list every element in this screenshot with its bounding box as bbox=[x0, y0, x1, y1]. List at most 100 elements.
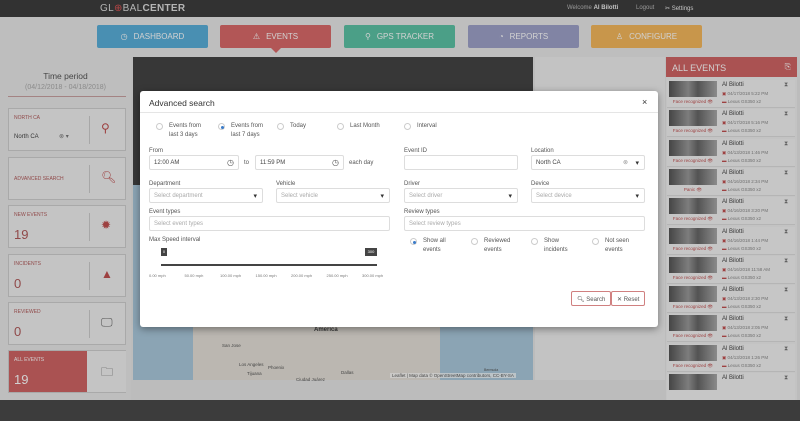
event-status: Face recognized 👁︎ bbox=[672, 99, 714, 104]
location-select[interactable]: North CA bbox=[14, 134, 39, 140]
event-types-label: Event types bbox=[149, 209, 181, 215]
map-label: Ciudad Juárez bbox=[296, 377, 326, 382]
download-icon[interactable]: ⧗ bbox=[784, 228, 789, 235]
period-radio[interactable]: Last Month bbox=[337, 122, 380, 131]
nav-gps-tracker[interactable]: ⚲ GPS TRACKER bbox=[344, 25, 455, 48]
event-thumbnail[interactable] bbox=[669, 110, 717, 127]
period-radio[interactable]: Events from last 7 days bbox=[218, 122, 263, 140]
eye-icon: 👁︎ bbox=[707, 216, 714, 222]
settings-link[interactable]: ✂ Settings bbox=[665, 6, 694, 12]
event-list-item[interactable]: Face recognized 👁︎ Al Bilotti ▣ 04/16/20… bbox=[667, 255, 795, 284]
review-filter-radio[interactable]: Show incidents bbox=[531, 237, 568, 255]
nav-label: CONFIGURE bbox=[629, 32, 678, 41]
clock-icon[interactable]: ◷ bbox=[332, 158, 339, 167]
car-icon: ▬ bbox=[722, 304, 727, 310]
speed-max-handle[interactable]: 300 bbox=[365, 248, 377, 256]
nav-configure[interactable]: ♙ CONFIGURE bbox=[591, 25, 702, 48]
eye-icon: 👁︎ bbox=[707, 128, 714, 134]
close-button[interactable]: × bbox=[642, 97, 648, 107]
to-label: to bbox=[244, 160, 250, 166]
event-list-item[interactable]: Face recognized 👁︎ Al Bilotti ▣ 04/13/20… bbox=[667, 138, 795, 167]
incidents-card[interactable]: INCIDENTS 0 ▲ bbox=[8, 254, 126, 297]
clock-icon[interactable]: ◷ bbox=[227, 158, 234, 167]
speed-slider-track[interactable] bbox=[161, 264, 377, 266]
search-button[interactable]: 🔍︎ Search bbox=[571, 291, 612, 306]
advanced-search-card[interactable]: ADVANCED SEARCH 🔍︎ bbox=[8, 157, 126, 200]
car-icon: ▬ bbox=[722, 128, 727, 134]
nav-events[interactable]: ⚠ EVENTS bbox=[220, 25, 331, 53]
search-icon[interactable]: 🔍︎ bbox=[101, 170, 117, 184]
footer-bar bbox=[0, 400, 800, 421]
all-events-card[interactable]: ALL EVENTS 19 🗀︎ bbox=[8, 350, 126, 393]
review-filter-radio[interactable]: Not seen events bbox=[592, 237, 629, 255]
event-thumbnail[interactable] bbox=[669, 139, 717, 156]
event-vehicle: ▬ Lexus GS350 x2 bbox=[722, 245, 762, 251]
reset-button[interactable]: ✕ Reset bbox=[611, 291, 646, 306]
department-select[interactable]: Select department bbox=[149, 188, 263, 203]
download-icon[interactable]: ⧗ bbox=[784, 111, 789, 118]
period-radio[interactable]: Events from last 3 days bbox=[156, 122, 201, 140]
event-list-item[interactable]: Face recognized 👁︎ Al Bilotti ▣ 04/16/20… bbox=[667, 226, 795, 255]
event-list-item[interactable]: Panic 👁︎ Al Bilotti ▣ 04/16/2018 2:34 PM… bbox=[667, 167, 795, 196]
event-thumbnail[interactable] bbox=[669, 227, 717, 244]
period-radio[interactable]: Interval bbox=[404, 122, 437, 131]
download-icon[interactable]: ⧗ bbox=[784, 316, 789, 323]
speed-tick-label: 250.00 mph bbox=[326, 273, 348, 278]
export-icon[interactable]: ⎘ bbox=[784, 62, 791, 71]
event-list-item[interactable]: Face recognized 👁︎ Al Bilotti ▣ 04/16/20… bbox=[667, 197, 795, 226]
event-list-item[interactable]: Face recognized 👁︎ Al Bilotti ▣ 04/13/20… bbox=[667, 314, 795, 343]
speed-tick-label: 150.00 mph bbox=[255, 273, 277, 278]
event-id-input[interactable] bbox=[404, 155, 518, 170]
new-events-card[interactable]: NEW EVENTS 19 ✹ bbox=[8, 205, 126, 248]
driver-select[interactable]: Select driver bbox=[404, 188, 518, 203]
to-time-input[interactable]: 11:59 PM ◷ bbox=[255, 155, 344, 170]
map-pin-icon[interactable]: ⚲ bbox=[101, 121, 110, 135]
event-types-input[interactable]: Select event types bbox=[149, 216, 390, 231]
advanced-search-modal: Advanced search × Events from last 3 days… bbox=[140, 91, 658, 327]
event-thumbnail[interactable] bbox=[669, 286, 717, 303]
nav-label: DASHBOARD bbox=[133, 32, 185, 41]
clear-icon[interactable]: ⊗ bbox=[622, 160, 628, 166]
review-filter-radio[interactable]: Reviewed events bbox=[471, 237, 510, 255]
vehicle-select[interactable]: Select vehicle bbox=[276, 188, 390, 203]
logout-link[interactable]: Logout bbox=[636, 5, 655, 11]
review-filter-radio[interactable]: Show all events bbox=[410, 237, 446, 255]
reviewed-card[interactable]: REVIEWED 0 🖵︎ bbox=[8, 302, 126, 345]
location-filter-card[interactable]: NORTH CA North CA ⊗ ▾ ⚲ bbox=[8, 108, 126, 151]
download-icon[interactable]: ⧗ bbox=[784, 82, 789, 88]
event-status: Face recognized 👁︎ bbox=[672, 274, 714, 280]
event-list-item[interactable]: Face recognized 👁︎ Al Bilotti ▣ 04/13/20… bbox=[667, 285, 795, 314]
download-icon[interactable]: ⧗ bbox=[784, 169, 789, 176]
clear-icon[interactable]: ⊗ ▾ bbox=[59, 134, 69, 140]
event-thumbnail[interactable] bbox=[669, 256, 717, 273]
close-icon: ✕ bbox=[617, 297, 623, 303]
event-thumbnail[interactable] bbox=[669, 315, 717, 332]
from-time-input[interactable]: 12:00 AM ◷ bbox=[149, 155, 239, 170]
download-icon[interactable]: ⧗ bbox=[784, 140, 789, 147]
event-list-item[interactable]: Face recognized 👁︎ Al Bilotti ▣ 04/13/20… bbox=[667, 343, 795, 372]
event-thumbnail[interactable] bbox=[669, 198, 717, 215]
event-thumbnail[interactable] bbox=[669, 168, 717, 185]
period-radio[interactable]: Today bbox=[277, 122, 306, 131]
download-icon[interactable]: ⧗ bbox=[784, 199, 789, 206]
event-thumbnail[interactable] bbox=[669, 81, 717, 97]
event-thumbnail[interactable] bbox=[669, 374, 717, 390]
event-list-item[interactable]: Face recognized 👁︎ Al Bilotti ▣ 04/17/20… bbox=[667, 80, 795, 108]
location-select[interactable]: North CA ⊗ bbox=[531, 155, 645, 170]
speed-tick-label: 100.00 mph bbox=[220, 273, 242, 278]
speed-min-handle[interactable]: 0 bbox=[161, 248, 167, 256]
nav-reports[interactable]: ◔ REPORTS bbox=[468, 25, 579, 48]
car-icon: ▬ bbox=[722, 333, 727, 339]
event-date: ▣ 04/13/2018 1:26 PM bbox=[722, 354, 769, 360]
nav-dashboard[interactable]: ◷ DASHBOARD bbox=[97, 25, 208, 48]
download-icon[interactable]: ⧗ bbox=[784, 257, 789, 264]
device-select[interactable]: Select device bbox=[531, 188, 645, 203]
event-vehicle: ▬ Lexus GS350 x2 bbox=[722, 304, 762, 310]
review-types-input[interactable]: Select review types bbox=[404, 216, 645, 231]
event-thumbnail[interactable] bbox=[669, 344, 717, 361]
download-icon[interactable]: ⧗ bbox=[784, 287, 789, 294]
download-icon[interactable]: ⧗ bbox=[784, 375, 789, 381]
download-icon[interactable]: ⧗ bbox=[784, 345, 789, 352]
map-attribution[interactable]: Leaflet | Map data © OpenStreetMap contr… bbox=[390, 373, 516, 378]
event-list-item[interactable]: Face recognized 👁︎ Al Bilotti ▣ 04/17/20… bbox=[667, 109, 795, 138]
